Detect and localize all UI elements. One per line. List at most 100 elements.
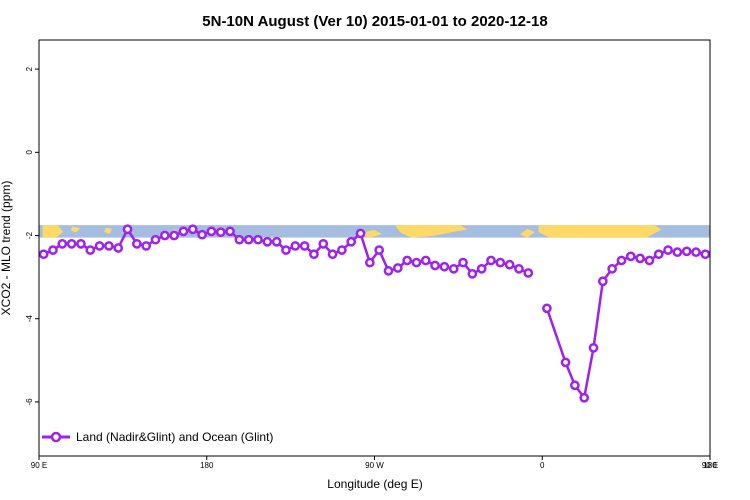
data-point [570, 380, 580, 391]
data-point [122, 224, 133, 235]
data-point [720, 240, 727, 247]
data-point [48, 245, 58, 255]
x-tick-label: 90 E [702, 461, 718, 470]
data-point [597, 276, 608, 287]
data-point [392, 263, 403, 273]
data-point [355, 228, 366, 239]
data-point [542, 303, 552, 314]
plot-frame [38, 39, 711, 457]
data-point [169, 230, 179, 241]
data-point [644, 255, 655, 266]
data-point [635, 253, 645, 264]
data-point [57, 238, 68, 249]
data-point [402, 255, 412, 266]
y-axis-label: XCO2 - MLO trend (ppm) [0, 181, 13, 316]
land-area [395, 225, 468, 238]
data-point [290, 241, 301, 251]
x-tick-label: 0 [540, 461, 545, 470]
y-tick-label: 0 [25, 150, 34, 155]
data-point [579, 392, 590, 403]
data-point [420, 255, 431, 266]
x-tick-label: 180 [200, 461, 214, 470]
data-point [458, 257, 468, 268]
land-area [42, 225, 64, 238]
data-point [374, 245, 385, 255]
data-point [132, 238, 142, 249]
data-point [318, 238, 329, 249]
land-area [70, 226, 81, 233]
data-point [39, 249, 49, 260]
data-point [225, 226, 235, 237]
data-point [495, 257, 506, 268]
data-point [691, 247, 701, 258]
data-point [448, 263, 459, 274]
data-point [607, 263, 617, 274]
data-point [739, 240, 746, 247]
data-point [309, 249, 319, 260]
data-point [653, 249, 664, 260]
x-axis-label: Longitude (deg E) [327, 477, 422, 491]
x-tick-label: 90 E [31, 461, 47, 470]
data-point [327, 249, 338, 260]
data-point [253, 234, 263, 245]
data-point [187, 224, 198, 235]
data-point [206, 226, 217, 237]
data-point [337, 245, 347, 255]
data-point [178, 226, 189, 237]
map-strip [39, 225, 710, 238]
data-point [76, 238, 86, 249]
data-point [430, 260, 440, 271]
data-point [588, 342, 599, 353]
data-point [700, 249, 710, 260]
data-point [215, 227, 226, 238]
data-point [439, 261, 450, 272]
legend-label: Land (Nadir&Glint) and Ocean (Glint) [76, 430, 273, 444]
y-tick-label: -6 [25, 398, 34, 406]
data-point [383, 266, 394, 276]
y-tick-label: 2 [25, 66, 34, 71]
data-point [504, 259, 515, 270]
x-tick-label: 90 W [365, 461, 384, 470]
data-point [94, 241, 105, 251]
data-point [560, 357, 571, 368]
data-point [281, 245, 291, 255]
data-point [625, 251, 636, 262]
land-area [363, 230, 382, 238]
data-point [197, 229, 207, 240]
data-point [113, 243, 124, 253]
land-area [104, 227, 112, 234]
data-point [85, 245, 96, 255]
data-point [150, 234, 161, 245]
data-point [411, 257, 422, 268]
data-point [616, 255, 627, 266]
data-point [672, 247, 683, 258]
data-point [159, 230, 170, 241]
land-area [519, 228, 535, 238]
data-point [346, 236, 357, 247]
legend-marker [50, 431, 62, 443]
data-point [486, 255, 496, 266]
data-point [467, 268, 478, 279]
data-point [141, 241, 152, 251]
data-point [234, 234, 245, 245]
series-group [39, 224, 746, 403]
y-tick-label: -2 [25, 231, 34, 239]
data-point [364, 257, 375, 268]
series-line [545, 248, 710, 400]
data-point [514, 263, 524, 274]
data-point [709, 248, 710, 252]
data-point [523, 268, 534, 278]
data-point [262, 236, 273, 247]
legend: Land (Nadir&Glint) and Ocean (Glint) [42, 430, 273, 444]
data-point [476, 263, 487, 274]
data-point [681, 246, 692, 257]
data-point [243, 234, 254, 245]
data-point [104, 241, 114, 251]
land-areas [42, 225, 662, 238]
land-area [173, 228, 177, 233]
data-point [730, 240, 737, 247]
data-point [299, 241, 310, 251]
chart-title: 5N-10N August (Ver 10) 2015-01-01 to 202… [202, 13, 547, 30]
